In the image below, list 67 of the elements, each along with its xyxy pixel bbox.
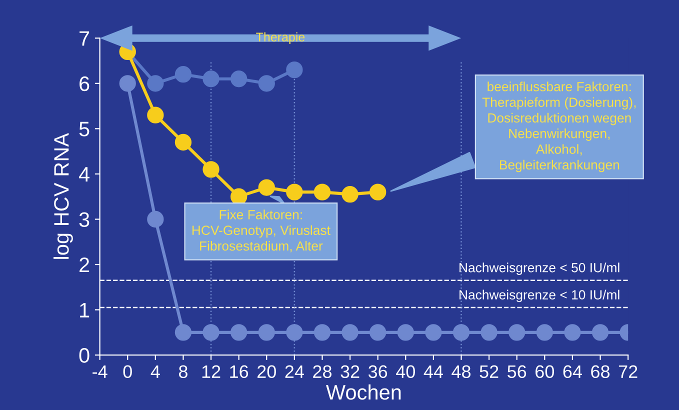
point	[314, 184, 331, 200]
point	[147, 210, 164, 228]
ref-line-label: Nachweisgrenze < 10 IU/ml	[460, 290, 620, 302]
x-tick-label: 56	[508, 365, 526, 378]
x-tick-label: 8	[178, 365, 188, 378]
point	[286, 184, 303, 200]
annotation: Fixe Faktoren: HCV-Genotyp, Viruslast Fibrosestadium, Alter	[192, 210, 330, 252]
point	[174, 66, 192, 83]
point	[202, 324, 220, 341]
point	[147, 75, 164, 92]
y-tick-label: 7	[80, 31, 90, 46]
y-tick-label: 1	[80, 303, 90, 318]
x-tick-label: 12	[202, 365, 220, 378]
y-axis-title: log HCV RNA	[54, 132, 73, 259]
annotation: Therapie	[256, 32, 305, 44]
point	[286, 324, 303, 341]
x-tick-label: 64	[563, 365, 582, 378]
y-tick-label: 6	[80, 76, 90, 92]
x-tick-label: 60	[536, 365, 554, 378]
x-tick-label: 4	[150, 365, 160, 378]
y-tick-label: 0	[79, 348, 90, 363]
x-tick-label: 0	[123, 365, 132, 378]
point	[480, 324, 498, 341]
y-tick-label: 5	[79, 122, 90, 136]
point	[452, 324, 470, 341]
point	[258, 75, 275, 92]
point	[202, 161, 220, 178]
point	[592, 324, 609, 341]
point	[425, 324, 442, 341]
y-tick-label: 2	[80, 258, 90, 272]
point	[397, 324, 414, 341]
point	[147, 106, 164, 124]
x-tick-label: 32	[340, 365, 360, 378]
point	[342, 324, 358, 341]
y-tick-label: 4	[78, 167, 90, 182]
point	[230, 324, 248, 341]
annotation: beeinflussbare Faktoren: Therapieform (Dosierung), Dosisreduktionen wegen Nebenwirkungen, Alkohol, Begleiterkrankungen	[482, 82, 636, 172]
point	[370, 184, 386, 200]
x-tick-label: 48	[452, 365, 471, 378]
point	[174, 134, 192, 151]
x-tick-label: 40	[396, 365, 415, 378]
x-tick-label: 16	[230, 365, 248, 378]
point	[536, 324, 553, 341]
point	[286, 61, 303, 78]
point	[174, 324, 192, 341]
x-tick-label: 72	[618, 365, 638, 378]
x-tick-label: 24	[285, 365, 304, 378]
point	[370, 324, 386, 341]
x-tick-label: 68	[591, 365, 610, 378]
point	[564, 324, 581, 341]
point	[314, 324, 331, 341]
x-axis-title: Wochen	[326, 384, 401, 400]
x-tick-label: 52	[480, 365, 498, 378]
y-tick-label: 3	[79, 212, 90, 227]
x-tick-label: 28	[313, 365, 332, 378]
point	[342, 186, 358, 203]
point	[508, 324, 526, 341]
point	[119, 75, 136, 92]
point	[230, 70, 248, 88]
ref-line-label: Nachweisgrenze < 50 IU/ml	[460, 262, 620, 275]
x-tick-label: 20	[258, 365, 276, 378]
x-tick-label: 36	[368, 365, 388, 378]
point	[258, 179, 275, 196]
point	[202, 70, 220, 88]
x-tick-label: 44	[424, 365, 443, 378]
point	[258, 324, 275, 341]
x-tick-label: -4	[92, 365, 108, 378]
